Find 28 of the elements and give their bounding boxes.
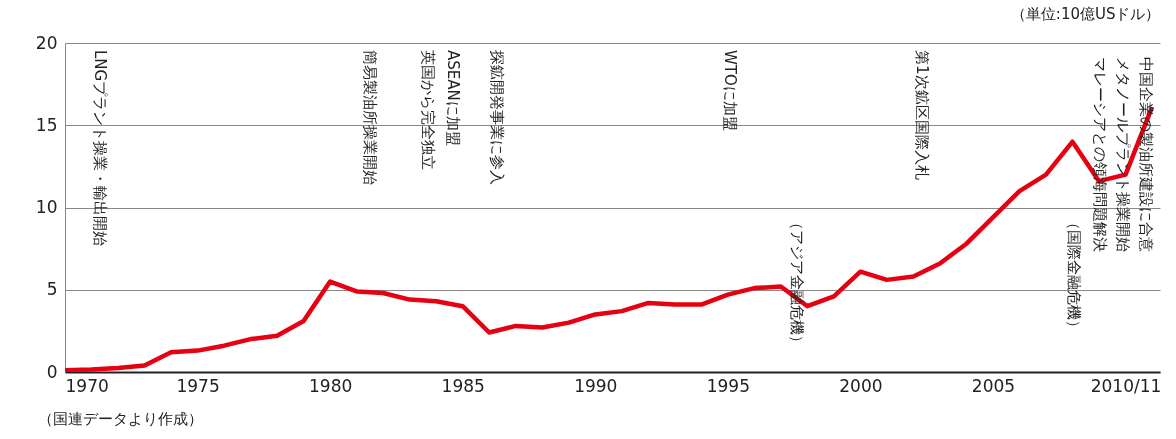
- x-tick-label: 1990: [574, 375, 618, 396]
- annotation: 英国から完全独立: [419, 50, 437, 170]
- annotation: 中国企業の製油所建設に合意: [1137, 57, 1155, 252]
- x-tick-label: 2010/11: [1090, 375, 1162, 396]
- x-tick-label: 1995: [706, 375, 750, 396]
- text: （国連データより作成）: [38, 410, 203, 429]
- x-tick-label: 1975: [176, 375, 220, 396]
- x-tick-label: 2005: [971, 375, 1016, 396]
- annotation: （国際金融危機）: [1065, 215, 1083, 335]
- x-tick-label: 2000: [839, 375, 883, 396]
- x-tick-label: 1970: [65, 375, 109, 396]
- y-tick-label: 15: [35, 114, 58, 135]
- x-tick-label: 1985: [441, 375, 485, 396]
- annotation: メタノールプラント操業開始: [1114, 57, 1132, 252]
- annotation: 探鉱開発事業に参入: [488, 50, 506, 185]
- y-tick-label: 10: [35, 197, 58, 217]
- annotation: （アジア金融危機）: [788, 215, 806, 350]
- y-tick-label: 5: [46, 279, 58, 300]
- annotation: 簡易製油所操業開始: [361, 50, 379, 185]
- x-tick-label: 1980: [309, 375, 353, 396]
- annotation: LNGプラント操業・輸出開始: [91, 50, 109, 247]
- annotation: ASEANに加盟: [444, 50, 462, 146]
- y-tick-label: 0: [46, 361, 58, 382]
- y-axis-title: （単位:10億USドル）: [1010, 4, 1161, 23]
- annotation: 第1次鉱区国際入札: [913, 50, 931, 180]
- annotation: マレーシアとの領海問題解決: [1091, 57, 1109, 252]
- y-tick-label: 20: [35, 32, 58, 53]
- annotation: WTOに加盟: [721, 50, 739, 131]
